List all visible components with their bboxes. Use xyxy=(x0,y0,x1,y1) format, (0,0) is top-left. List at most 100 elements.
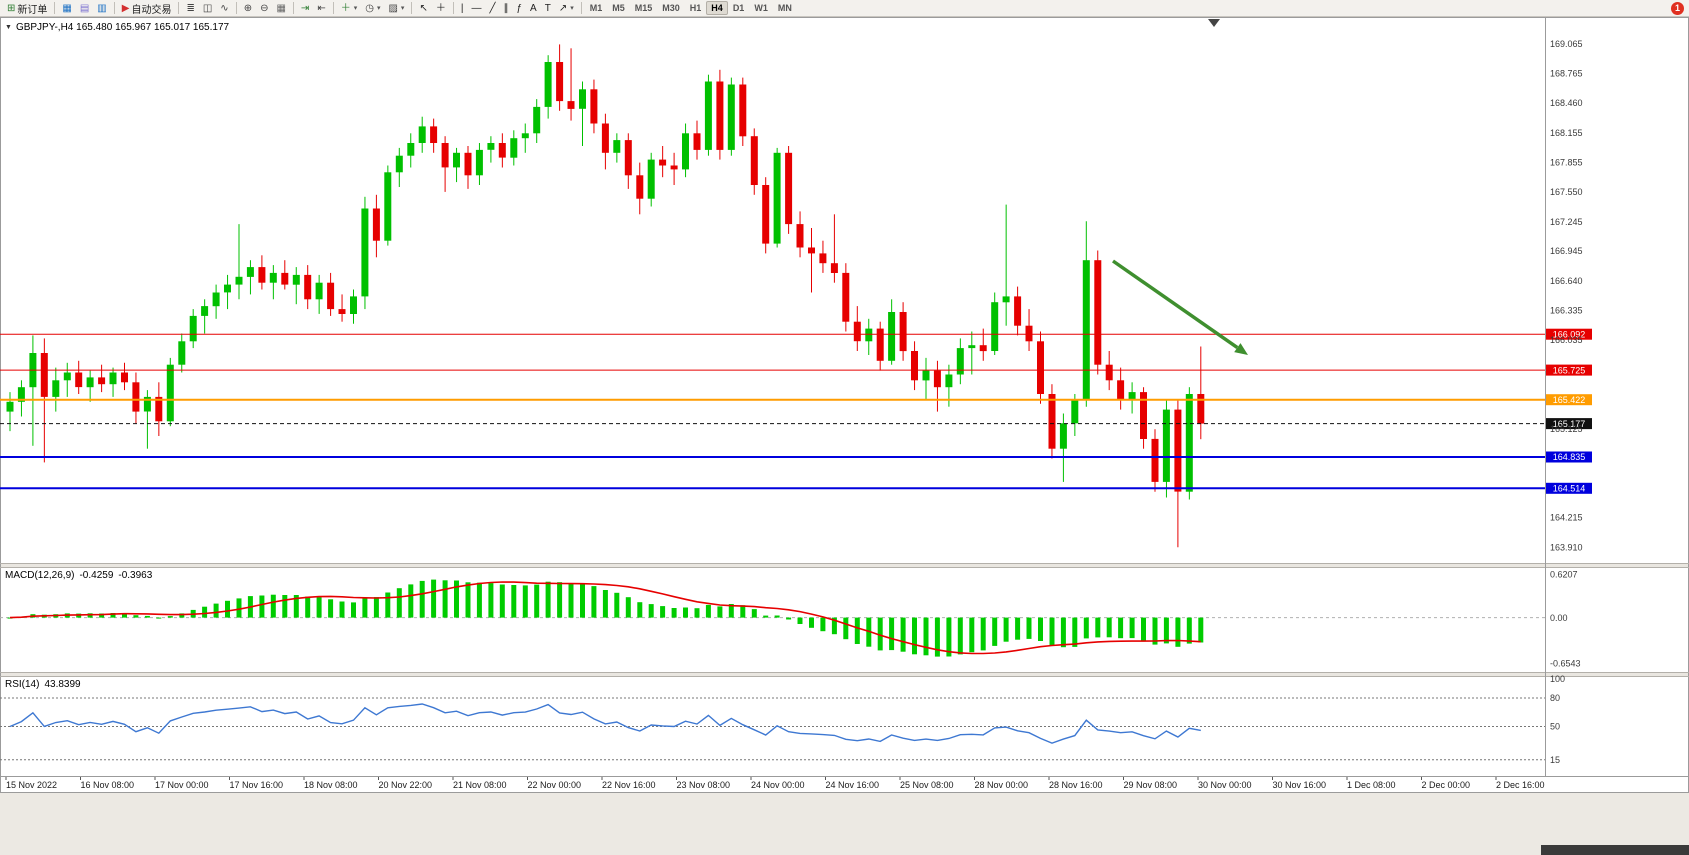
candle xyxy=(475,143,483,185)
timeframe-d1-button[interactable]: D1 xyxy=(732,3,745,13)
candle xyxy=(647,152,655,207)
candle xyxy=(785,146,793,234)
candle xyxy=(315,274,323,314)
new-order-button[interactable]: ⊞ 新订单 xyxy=(3,1,51,16)
trend-arrow-annotation[interactable] xyxy=(1111,259,1248,355)
caret-down-icon[interactable]: ▾ xyxy=(353,5,358,12)
macd-signal-line xyxy=(9,581,1201,655)
timeframe-m1-button[interactable]: M1 xyxy=(589,3,603,13)
macd-histogram-bar xyxy=(809,617,814,628)
time-axis-label: 18 Nov 08:00 xyxy=(304,780,358,790)
market-watch-button[interactable]: ▥ xyxy=(93,1,110,16)
macd-histogram-bar xyxy=(511,585,517,618)
fibonacci-button[interactable]: ƒ xyxy=(512,1,526,16)
autotrading-button[interactable]: ▶ 自动交易 xyxy=(118,1,176,16)
new-order-icon: ⊞ xyxy=(7,2,16,14)
candle xyxy=(636,162,644,215)
text-label-button[interactable]: T xyxy=(541,1,555,16)
timeframe-m30-button[interactable]: M30 xyxy=(662,3,680,13)
time-axis-label: 2 Dec 00:00 xyxy=(1422,780,1471,790)
price-badge-label: 165.725 xyxy=(1553,365,1586,375)
tile-windows-button[interactable]: ▦ xyxy=(272,1,289,16)
notifications-badge[interactable]: 1 xyxy=(1671,2,1684,15)
chart-header: ▼ GBPJPY-,H4 165.480 165.967 165.017 165… xyxy=(5,22,229,33)
caret-down-icon[interactable]: ▾ xyxy=(376,5,381,12)
macd-histogram-bar xyxy=(396,588,402,618)
candlestick-chart-icon: ◫ xyxy=(202,2,213,14)
macd-histogram-bar xyxy=(293,595,299,618)
price-axis-label: 167.550 xyxy=(1550,187,1583,197)
toolbar-separator xyxy=(332,2,334,14)
candle xyxy=(304,265,312,310)
templates-button[interactable]: ▨ ▾ xyxy=(384,1,408,16)
vertical-line-button[interactable]: | xyxy=(457,1,468,16)
chart-window[interactable]: 166.092 165.725 165.422 165.177 164.835 164.5… xyxy=(0,17,1689,793)
candle xyxy=(372,194,380,258)
cursor-button[interactable]: ↖ xyxy=(415,1,431,16)
crosshair-button[interactable]: ＋ xyxy=(432,1,450,16)
timeframe-m15-button[interactable]: M15 xyxy=(634,3,653,13)
candle xyxy=(762,177,770,254)
time-axis-label: 28 Nov 16:00 xyxy=(1049,780,1103,790)
profiles-button[interactable]: ▤ xyxy=(76,1,93,16)
macd-axis-label: -0.6543 xyxy=(1550,659,1581,669)
caret-down-icon[interactable]: ▾ xyxy=(570,5,574,12)
chart-collapse-icon[interactable]: ▼ xyxy=(5,24,12,31)
candle xyxy=(819,240,827,273)
price-badge-label: 164.835 xyxy=(1553,452,1586,462)
zoom-in-button[interactable]: ⊕ xyxy=(240,1,256,16)
candlestick-chart-button[interactable]: ◫ xyxy=(199,1,216,16)
macd-histogram-bar xyxy=(1152,617,1158,645)
macd-histogram-bar xyxy=(1198,617,1204,643)
timeframe-mn-button[interactable]: MN xyxy=(777,3,792,13)
candle xyxy=(212,284,220,319)
zoom-out-icon: ⊖ xyxy=(260,2,269,14)
candle xyxy=(590,79,598,134)
periods-button[interactable]: ◷ ▾ xyxy=(361,1,384,16)
rsi-panel: 100 80 50 15 xyxy=(0,674,1565,765)
equidistant-channel-button[interactable]: ∥ xyxy=(499,1,512,16)
macd-histogram-bar xyxy=(282,595,288,618)
macd-histogram-bar xyxy=(1083,617,1089,639)
line-chart-button[interactable]: ∿ xyxy=(216,1,232,16)
trendline-button[interactable]: ╱ xyxy=(485,1,499,16)
time-axis-label: 1 Dec 08:00 xyxy=(1347,780,1396,790)
toolbar: ⊞ 新订单 ▦ ▤ ▥ ▶ 自动交易 ≣ ◫ ∿ ⊕ ⊖ ▦ ⇥ ⇤ ＋ ▾ ◷ ▾ ▨ ▾ ↖ ＋ | — ╱ ∥ ƒ A T ↗ ▾ M1 M… xyxy=(0,0,1689,17)
macd-histogram-bar xyxy=(1118,617,1124,639)
time-axis-label: 22 Nov 16:00 xyxy=(602,780,656,790)
macd-histogram-bar xyxy=(259,595,265,618)
chart-windows-button[interactable]: ▦ xyxy=(58,1,75,16)
auto-scroll-button[interactable]: ⇥ xyxy=(297,1,313,16)
arrows-button[interactable]: ↗ ▾ xyxy=(555,1,578,16)
macd-histogram-bar xyxy=(488,583,494,618)
macd-histogram-bar xyxy=(385,592,391,618)
text-icon: A xyxy=(530,2,537,14)
macd-histogram-bar xyxy=(225,600,230,618)
line-chart-icon: ∿ xyxy=(220,2,229,14)
text-button[interactable]: A xyxy=(526,1,541,16)
macd-histogram-bar xyxy=(144,615,150,618)
candle xyxy=(235,224,243,300)
timeframe-h1-button[interactable]: H1 xyxy=(689,3,702,13)
bar-chart-button[interactable]: ≣ xyxy=(182,1,198,16)
chart-shift-button[interactable]: ⇤ xyxy=(313,1,329,16)
macd-histogram-bar xyxy=(1060,617,1066,648)
candle xyxy=(498,133,506,168)
price-axis-label: 164.215 xyxy=(1550,513,1583,523)
zoom-out-button[interactable]: ⊖ xyxy=(256,1,272,16)
panel-splitter[interactable] xyxy=(1,672,1688,677)
chart-canvas[interactable]: 166.092 165.725 165.422 165.177 164.835 164.5… xyxy=(0,17,1689,793)
horizontal-line-button[interactable]: — xyxy=(467,1,485,16)
panel-splitter[interactable] xyxy=(1,563,1688,568)
macd-histogram-bar xyxy=(110,613,116,618)
macd-histogram-bar xyxy=(99,613,105,618)
candle xyxy=(670,152,678,185)
macd-histogram-bar xyxy=(660,606,666,618)
macd-histogram-bar xyxy=(774,615,780,618)
timeframe-m5-button[interactable]: M5 xyxy=(612,3,625,13)
caret-down-icon[interactable]: ▾ xyxy=(400,5,405,12)
indicators-button[interactable]: ＋ ▾ xyxy=(337,1,362,16)
timeframe-w1-button[interactable]: W1 xyxy=(754,3,768,13)
timeframe-h4-button[interactable]: H4 xyxy=(706,1,728,15)
